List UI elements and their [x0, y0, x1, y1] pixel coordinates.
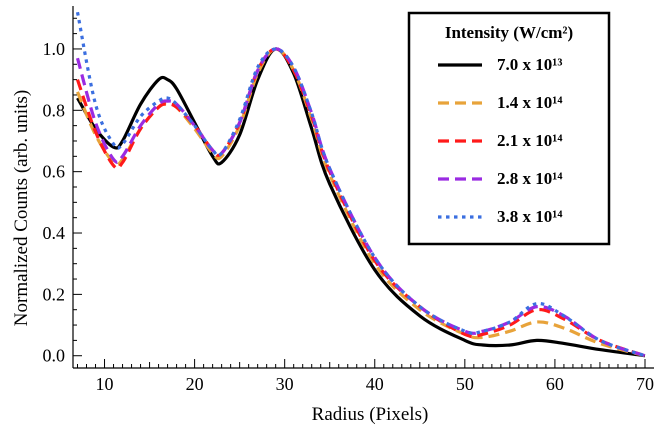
series-line-2	[76, 47, 646, 358]
y-tick-label: 0.0	[43, 346, 66, 366]
tick-labels: 10 20 30 40 50 60 70 0.0 0.2 0.4 0.6 0.8 1.0	[43, 39, 654, 394]
y-axis-title: Normalized Counts (arb. units)	[11, 90, 32, 326]
x-tick-label: 60	[546, 374, 564, 394]
legend-box	[407, 11, 611, 246]
plot-lines	[75, 11, 646, 358]
series-line-3	[75, 47, 646, 358]
legend-title: Intensity (W/cm²)	[445, 23, 573, 42]
x-tick-label: 50	[456, 374, 474, 394]
legend-label-3: 2.1 x 10¹⁴	[497, 131, 562, 150]
x-tick-label: 30	[276, 374, 294, 394]
series-line-4	[75, 47, 646, 358]
legend-items: 7.0 x 10¹³ 1.4 x 10¹⁴ 2.1 x 10¹⁴ 2.8 x 10¹⁴…	[438, 55, 562, 226]
y-tick-label: 0.4	[43, 223, 66, 243]
legend-label-5: 3.8 x 10¹⁴	[497, 207, 562, 226]
x-tick-label: 20	[186, 374, 204, 394]
y-tick-label: 0.6	[43, 162, 66, 182]
y-tick-label: 0.8	[43, 100, 66, 120]
legend: Intensity (W/cm²) 7.0 x 10¹³ 1.4 x 10¹⁴ 2.…	[407, 11, 611, 246]
series-line-5	[75, 11, 646, 358]
legend-label-4: 2.8 x 10¹⁴	[497, 169, 562, 188]
y-tick-label: 1.0	[43, 39, 66, 59]
y-tick-label: 0.2	[43, 284, 66, 304]
x-tick-label: 40	[366, 374, 384, 394]
axes	[72, 6, 654, 369]
x-tick-label: 70	[636, 374, 654, 394]
x-axis-title: Radius (Pixels)	[312, 404, 429, 425]
legend-label-1: 7.0 x 10¹³	[497, 55, 562, 74]
x-tick-label: 10	[96, 374, 114, 394]
legend-label-2: 1.4 x 10¹⁴	[497, 93, 562, 112]
